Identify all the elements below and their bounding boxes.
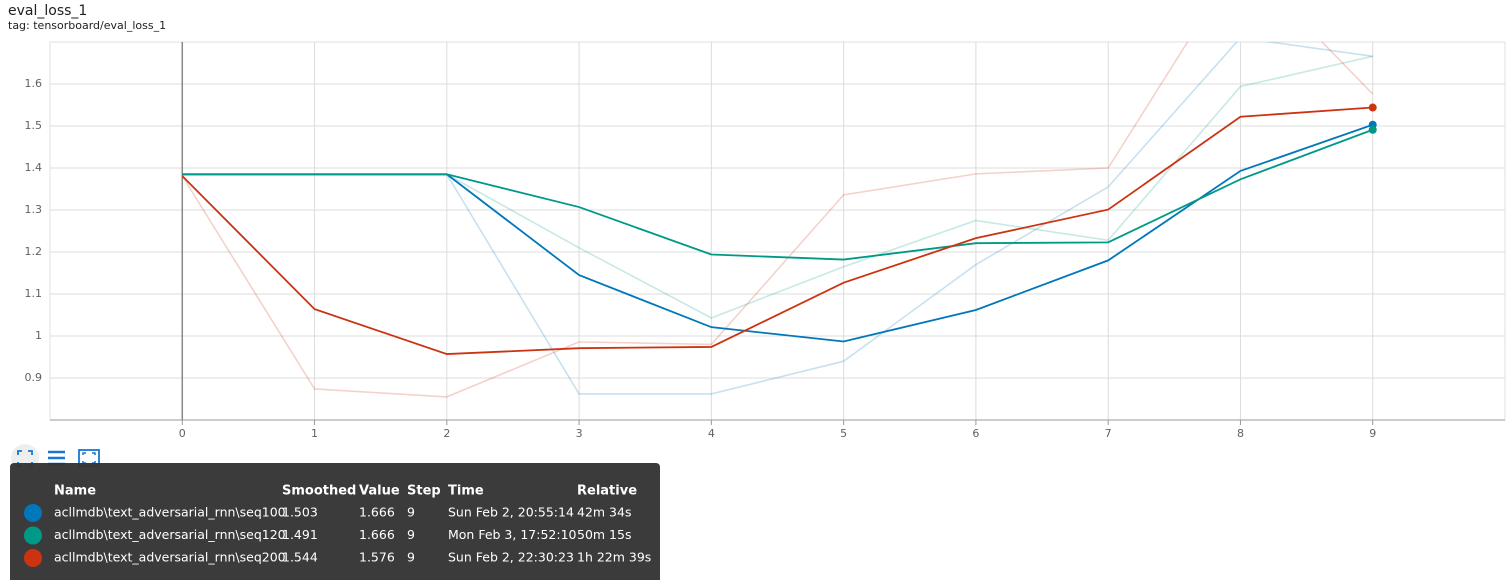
raw-line — [181, 42, 1374, 398]
end-point — [1368, 125, 1377, 134]
tooltip-cell: 1.666 — [359, 505, 395, 520]
x-tick-label: 3 — [576, 427, 583, 440]
chart-subtitle: tag: tensorboard/eval_loss_1 — [8, 19, 166, 32]
tooltip-header: Step — [407, 484, 441, 499]
tooltip-bg — [10, 463, 660, 580]
plot — [181, 42, 1374, 398]
tooltip-header: Time — [448, 484, 484, 499]
tooltip-cell: 42m 34s — [577, 505, 631, 520]
smoothed-line — [182, 128, 1374, 261]
tooltip-cell: acllmdb\text_adversarial_rnn\seq200 — [54, 550, 286, 565]
tooltip-cell: 9 — [407, 550, 415, 565]
plot-frame — [49, 41, 1506, 421]
x-tick-label: 5 — [840, 427, 847, 440]
y-tick-label: 1.4 — [25, 161, 43, 174]
tooltip-cell: acllmdb\text_adversarial_rnn\seq120 — [54, 527, 286, 542]
raw-line — [182, 55, 1373, 319]
y-tick-label: 1.6 — [25, 77, 43, 90]
data-table-button[interactable] — [48, 450, 65, 466]
y-tick-label: 1 — [35, 329, 42, 342]
end-points — [1368, 103, 1377, 134]
x-tick-label: 0 — [179, 427, 186, 440]
tooltip-cell: 1.666 — [359, 527, 395, 542]
tooltip-cell: 1.491 — [282, 527, 318, 542]
run-swatch — [24, 526, 42, 545]
fullscreen-button[interactable] — [17, 450, 33, 467]
tooltip-cell: 1h 22m 39s — [577, 550, 651, 565]
x-tick-label: 2 — [443, 427, 450, 440]
run-swatch — [24, 549, 42, 567]
x-tick-label: 6 — [972, 427, 979, 440]
tooltip-cell: Sun Feb 2, 22:30:23 — [448, 550, 574, 565]
tooltip-header: Name — [54, 484, 96, 499]
tooltip-cell: 9 — [407, 505, 415, 520]
x-tick-label: 9 — [1369, 427, 1376, 440]
tooltip-cell: 1.503 — [282, 505, 318, 520]
tooltip-cell: acllmdb\text_adversarial_rnn\seq100 — [54, 505, 286, 520]
y-tick-label: 1.2 — [25, 245, 43, 258]
x-tick-label: 8 — [1237, 427, 1244, 440]
tooltip-header: Smoothed — [282, 484, 356, 499]
tooltip-cell: Mon Feb 3, 17:52:10 — [448, 527, 577, 542]
y-tick-label: 0.9 — [25, 371, 43, 384]
run-swatch — [24, 504, 42, 522]
tooltip-cell: 9 — [407, 527, 415, 542]
y-tick-label: 1.1 — [25, 287, 43, 300]
tooltip-cell: 1.544 — [282, 550, 318, 565]
fit-domain-icon — [82, 452, 96, 464]
chart-title: eval_loss_1 — [8, 3, 87, 19]
raw-line — [182, 42, 1373, 395]
smoothed-line — [181, 106, 1373, 355]
x-tick-label: 7 — [1105, 427, 1112, 440]
tooltip-cell: 1.576 — [359, 550, 395, 565]
grid: 0.9 1 1.1 1.2 1.3 1.4 1.5 1.6 0 1 2 3 4 5 6 7 8 9 — [25, 41, 1506, 440]
end-point — [1368, 103, 1377, 112]
y-tick-label: 1.5 — [25, 119, 43, 132]
x-tick-label: 4 — [708, 427, 715, 440]
x-tick-label: 1 — [311, 427, 318, 440]
tooltip: Name Smoothed Value Step Time Relative acllmdb… — [10, 463, 660, 580]
y-tick-label: 1.3 — [25, 203, 43, 216]
tooltip-cell: Sun Feb 2, 20:55:14 — [448, 505, 574, 520]
tooltip-cell: 50m 15s — [577, 527, 631, 542]
tooltip-header: Value — [359, 484, 400, 499]
smoothed-line — [182, 123, 1374, 343]
tooltip-header: Relative — [577, 484, 637, 499]
